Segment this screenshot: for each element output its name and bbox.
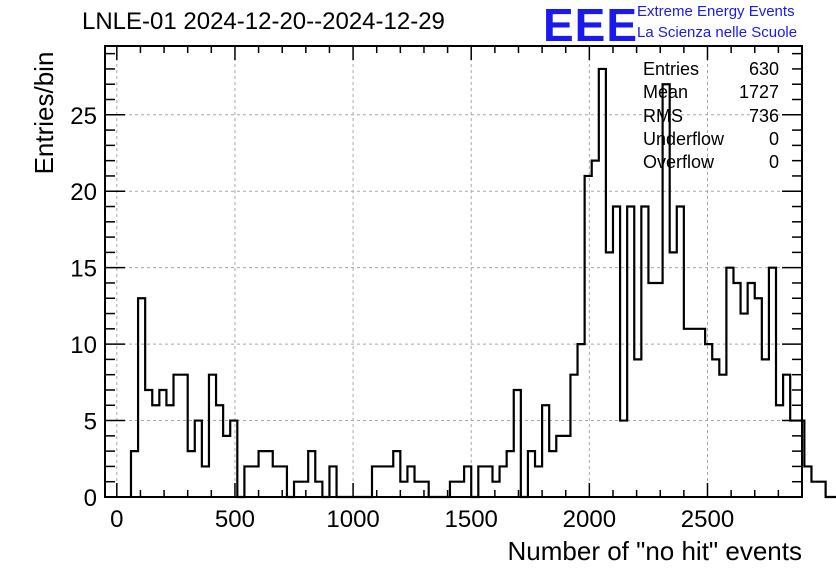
plot-frame [104, 45, 803, 498]
y-tick-label: 15 [70, 256, 97, 283]
stat-value: 630 [748, 59, 779, 79]
x-tick-label: 1500 [445, 506, 498, 533]
x-tick-label: 500 [215, 506, 255, 533]
stat-value: 0 [768, 152, 779, 173]
stat-label: Mean [643, 82, 689, 103]
logo-line-2: La Scienza nelle Scuole [637, 24, 798, 41]
axis-ticks [105, 46, 803, 498]
stat-label: Overflow [643, 152, 715, 173]
tick-labels: 0 500 1000 1500 2000 2500 0 5 10 15 20 25 [70, 103, 734, 533]
eee-logo: EEE [543, 0, 639, 51]
logo-line-1: Extreme Energy Events [637, 3, 795, 20]
y-tick-label: 20 [70, 179, 97, 206]
stat-row-mean: Mean 1727 [643, 81, 779, 104]
stat-row-underflow: Underflow 0 [643, 128, 779, 151]
y-tick-label: 5 [84, 409, 97, 436]
stat-value: 0 [768, 128, 779, 149]
stat-row-overflow: Overflow 0 [643, 151, 779, 174]
x-tick-label: 2000 [563, 506, 616, 533]
stat-label: Entries [643, 59, 700, 79]
histogram-series [129, 67, 836, 499]
y-tick-label: 0 [84, 485, 97, 512]
chart-title: LNLE-01 2024-12-20--2024-12-29 [82, 8, 445, 35]
x-tick-label: 1000 [326, 506, 379, 533]
stats-box: Entries 630 Mean 1727 RMS 736 Underflow … [643, 58, 779, 174]
stat-label: RMS [643, 105, 683, 126]
stat-row-rms: RMS 736 [643, 105, 779, 128]
y-axis-label: Entries/bin [29, 51, 59, 175]
y-tick-label: 10 [70, 332, 97, 359]
stat-value: 1727 [738, 82, 779, 103]
x-tick-label: 2500 [681, 506, 734, 533]
x-axis-label: Number of "no hit" events [507, 536, 803, 566]
y-tick-label: 25 [70, 103, 97, 130]
stat-value: 736 [748, 105, 779, 126]
x-tick-label: 0 [110, 506, 123, 533]
stat-row-entries: Entries 630 [643, 58, 779, 81]
stat-label: Underflow [643, 128, 725, 149]
